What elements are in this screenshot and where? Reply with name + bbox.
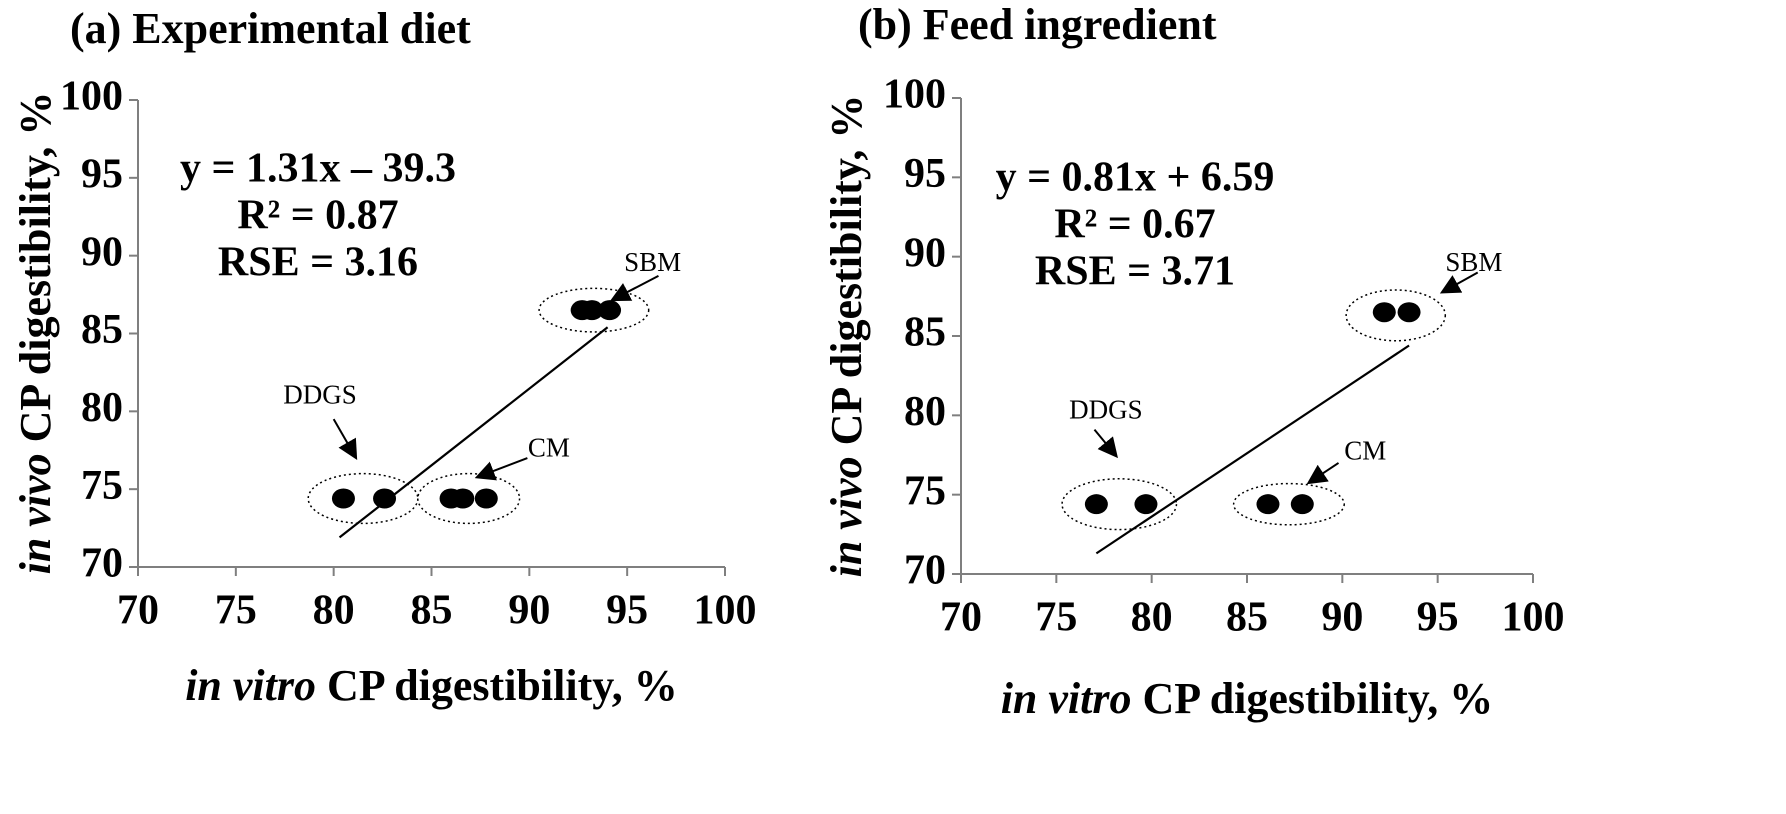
- y-tick-label: 70: [904, 548, 946, 594]
- y-tick-label: 75: [904, 468, 946, 514]
- y-tick-label: 70: [81, 541, 123, 587]
- x-tick-label: 75: [1035, 595, 1077, 641]
- chart-title: (a) Experimental diet: [70, 4, 471, 53]
- x-tick-label: 75: [215, 588, 257, 634]
- group-ellipse: [1061, 478, 1178, 531]
- regression-text: RSE = 3.71: [1035, 249, 1235, 295]
- data-point: [1256, 494, 1280, 515]
- x-tick-label: 95: [1417, 595, 1459, 641]
- x-axis-title-rest: CP digestibility, %: [1131, 674, 1493, 723]
- group-label: CM: [1344, 436, 1386, 466]
- y-axis-title-rest: CP digestibility, %: [822, 95, 871, 457]
- y-axis-title: in vivo CP digestibility, %: [822, 95, 871, 578]
- y-tick-label: 80: [904, 389, 946, 435]
- group-ellipse: [307, 472, 419, 525]
- group-ellipse: [1345, 289, 1447, 342]
- x-axis-title-italic: in vitro: [185, 661, 316, 710]
- group-arrow: [1093, 428, 1118, 459]
- y-tick-label: 85: [81, 307, 123, 353]
- group-label: DDGS: [1069, 394, 1143, 424]
- group-arrow: [609, 275, 659, 302]
- x-tick-label: 100: [694, 588, 757, 634]
- data-point: [1397, 302, 1421, 323]
- y-tick-label: 100: [60, 74, 123, 120]
- y-axis-title-italic: in vivo: [11, 453, 60, 574]
- x-axis-title-italic: in vitro: [1001, 674, 1132, 723]
- data-point: [331, 488, 355, 509]
- x-tick-label: 85: [411, 588, 453, 634]
- group-ellipse: [417, 472, 521, 525]
- regression-text: y = 1.31x – 39.3: [180, 146, 456, 192]
- data-point: [1134, 494, 1158, 515]
- chart-title: (b) Feed ingredient: [858, 0, 1217, 49]
- data-point: [1372, 302, 1396, 323]
- group-ellipse: [1232, 482, 1345, 526]
- y-tick-label: 80: [81, 385, 123, 431]
- data-point: [373, 488, 397, 509]
- y-tick-label: 95: [81, 151, 123, 197]
- y-tick-label: 85: [904, 310, 946, 356]
- group-arrow: [332, 418, 358, 460]
- group-arrow: [1306, 462, 1340, 485]
- y-tick-label: 100: [883, 72, 946, 118]
- x-axis-title: in vitro CP digestibility, %: [1001, 674, 1494, 723]
- x-tick-label: 90: [1321, 595, 1363, 641]
- data-point: [580, 300, 604, 321]
- group-arrow: [1439, 271, 1479, 294]
- x-tick-label: 70: [940, 595, 982, 641]
- data-point: [1290, 494, 1314, 515]
- x-tick-label: 95: [606, 588, 648, 634]
- regression-text: y = 0.81x + 6.59: [996, 155, 1275, 201]
- regression-text: RSE = 3.16: [218, 240, 418, 286]
- panel-a: (a) Experimental diet 70 75 80 85 90 95 100 70 75…: [11, 4, 756, 710]
- y-axis-title-rest: CP digestibility, %: [11, 92, 60, 454]
- x-tick-label: 70: [117, 588, 159, 634]
- data-point: [451, 488, 475, 509]
- x-tick-label: 80: [313, 588, 355, 634]
- y-tick-label: 90: [904, 230, 946, 276]
- x-axis-title: in vitro CP digestibility, %: [185, 661, 678, 710]
- group-label: SBM: [1445, 247, 1502, 277]
- y-tick-label: 90: [81, 229, 123, 275]
- panel-b: (b) Feed ingredient 70 75 80 85 90 95 100 70 75 80…: [822, 0, 1564, 723]
- x-tick-label: 90: [508, 588, 550, 634]
- trendline: [1095, 344, 1410, 555]
- y-axis-title-italic: in vivo: [822, 456, 871, 577]
- group-arrow: [474, 457, 528, 481]
- x-tick-label: 80: [1131, 595, 1173, 641]
- y-tick-label: 95: [904, 151, 946, 197]
- x-tick-label: 100: [1502, 595, 1565, 641]
- group-ellipse: [538, 287, 650, 333]
- data-point: [598, 300, 622, 321]
- data-point: [1084, 494, 1108, 515]
- group-label: DDGS: [283, 380, 357, 410]
- regression-text: R² = 0.87: [237, 193, 398, 239]
- data-point: [474, 488, 498, 509]
- x-axis-title-rest: CP digestibility, %: [316, 661, 678, 710]
- regression-text: R² = 0.67: [1054, 202, 1215, 248]
- group-label: SBM: [624, 247, 681, 277]
- x-tick-label: 85: [1226, 595, 1268, 641]
- y-axis-title: in vivo CP digestibility, %: [11, 92, 60, 575]
- group-label: CM: [528, 432, 570, 462]
- y-tick-label: 75: [81, 463, 123, 509]
